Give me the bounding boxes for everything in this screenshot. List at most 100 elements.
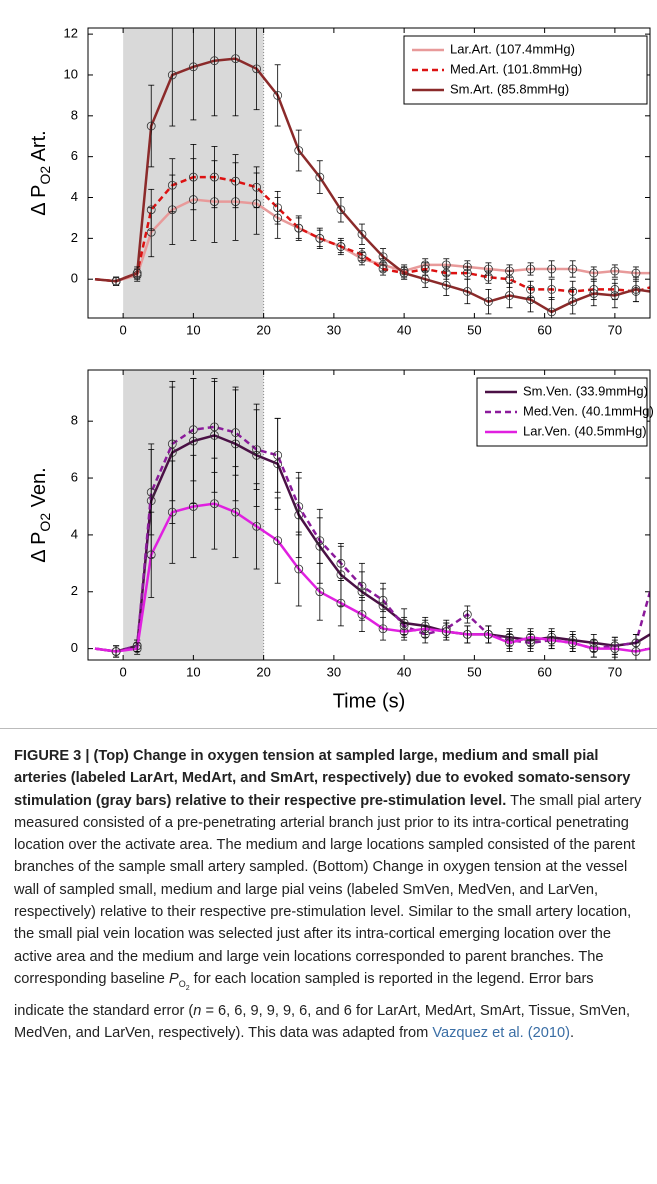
y-axis-label-sub: O2 xyxy=(37,166,53,185)
marker xyxy=(273,450,283,460)
y-tick-label: 6 xyxy=(71,469,78,484)
marker xyxy=(167,70,177,80)
series-line xyxy=(94,198,650,283)
marker xyxy=(462,610,472,619)
legend-label: Sm.Ven. (33.9mmHg) xyxy=(523,383,648,398)
y-tick-label: 8 xyxy=(71,413,78,428)
x-tick-label: 40 xyxy=(397,322,411,337)
marker xyxy=(146,121,156,131)
marker xyxy=(315,172,325,182)
marker xyxy=(547,285,557,294)
y-tick-label: 12 xyxy=(64,26,78,41)
x-tick-label: 50 xyxy=(467,664,481,679)
marker xyxy=(526,632,535,642)
plot-frame xyxy=(87,369,651,661)
marker xyxy=(399,268,409,278)
x-tick-label: 0 xyxy=(120,664,127,679)
y-axis-label: Δ PO2 Art. xyxy=(28,130,52,215)
y-tick-label: 4 xyxy=(71,526,78,541)
marker xyxy=(315,587,325,597)
marker xyxy=(589,268,599,278)
x-tick-label: 60 xyxy=(537,322,551,337)
y-tick-label: 8 xyxy=(71,107,78,122)
marker xyxy=(273,90,283,100)
y-tick-label: 6 xyxy=(71,148,78,163)
marker xyxy=(357,581,367,591)
x-tick-label: 30 xyxy=(327,664,341,679)
marker xyxy=(132,268,142,278)
marker xyxy=(167,507,177,517)
marker xyxy=(568,638,578,648)
marker xyxy=(210,56,219,66)
marker xyxy=(484,297,493,307)
plot-area xyxy=(94,28,650,318)
marker xyxy=(146,205,156,215)
x-tick-label: 60 xyxy=(537,664,551,679)
y-tick-label: 2 xyxy=(71,230,78,245)
marker xyxy=(526,264,535,274)
marker xyxy=(252,64,262,74)
marker xyxy=(315,233,325,243)
marker xyxy=(111,276,121,286)
x-tick-label: 10 xyxy=(186,322,200,337)
caption: FIGURE 3 | (Top) Change in oxygen tensio… xyxy=(0,728,657,1184)
marker xyxy=(231,54,240,64)
marker xyxy=(631,285,641,294)
legend-label: Sm.Art. (85.8mmHg) xyxy=(450,81,569,96)
marker xyxy=(294,223,304,233)
marker xyxy=(132,644,142,654)
marker xyxy=(231,428,240,437)
y-axis-label-part: Δ P xyxy=(28,185,50,216)
marker xyxy=(294,564,304,574)
marker xyxy=(526,295,535,305)
marker xyxy=(568,297,578,307)
marker xyxy=(568,264,578,274)
marker xyxy=(188,62,198,72)
marker xyxy=(231,507,240,517)
y-axis-label-part: Ven. xyxy=(28,467,50,513)
marker xyxy=(399,627,409,636)
x-tick-label: 30 xyxy=(327,322,341,337)
x-tick-label: 50 xyxy=(467,322,481,337)
marker xyxy=(484,630,493,639)
caption-text: = 6, 6, 9, 9, 9, 6, and 6 for LarArt, Me… xyxy=(14,1002,631,1042)
marker xyxy=(273,203,283,213)
marker xyxy=(231,176,240,186)
reference-link[interactable]: Vazquez et al. (2010) xyxy=(432,1025,570,1042)
marker xyxy=(484,272,493,282)
x-tick-label: 20 xyxy=(256,664,270,679)
marker xyxy=(462,287,472,296)
marker xyxy=(610,266,620,276)
marker xyxy=(378,252,388,262)
marker xyxy=(420,624,430,634)
marker xyxy=(188,425,198,435)
marker xyxy=(146,487,156,497)
legend-label: Lar.Ven. (40.5mmHg) xyxy=(523,423,647,438)
y-axis-label: Δ PO2 Ven. xyxy=(28,467,52,562)
x-tick-label: 40 xyxy=(397,664,411,679)
series-line xyxy=(94,425,650,653)
marker xyxy=(146,550,156,560)
marker xyxy=(441,280,451,290)
marker xyxy=(188,502,198,511)
marker xyxy=(252,445,262,455)
legend-label: Lar.Art. (107.4mmHg) xyxy=(450,41,575,56)
marker xyxy=(210,172,219,182)
y-axis-label-part: Δ P xyxy=(28,532,50,563)
marker xyxy=(589,644,599,654)
x-tick-label: 70 xyxy=(608,322,622,337)
y-tick-label: 4 xyxy=(71,189,78,204)
marker xyxy=(505,291,514,300)
caption-symbol: n xyxy=(193,1002,202,1019)
marker xyxy=(336,558,346,568)
y-tick-label: 0 xyxy=(71,640,78,655)
caption-symbol: P xyxy=(168,970,179,987)
legend-box xyxy=(403,35,648,105)
marker xyxy=(167,180,177,190)
marker xyxy=(610,291,620,300)
x-axis-label: Time (s) xyxy=(333,690,406,712)
marker xyxy=(505,638,514,648)
marker xyxy=(462,630,472,639)
